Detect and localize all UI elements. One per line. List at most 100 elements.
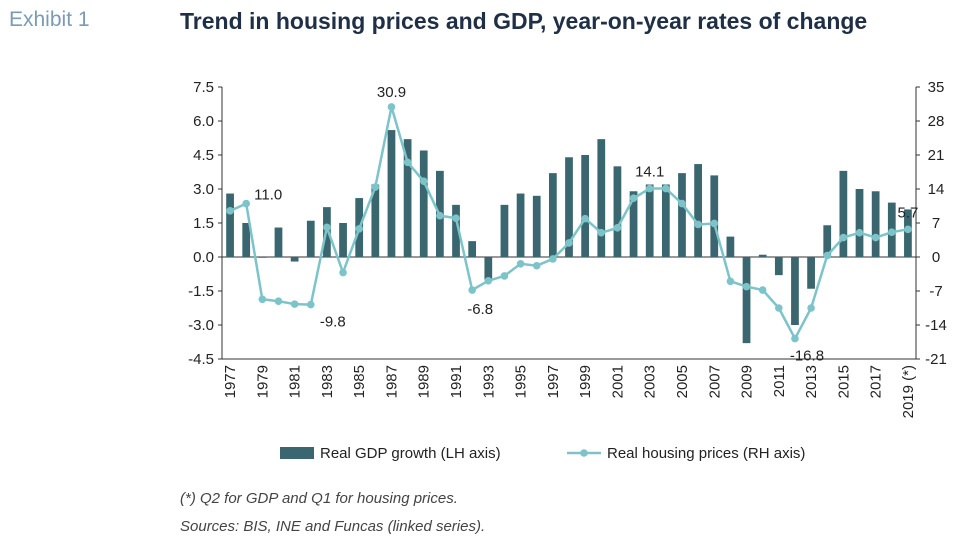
gdp-bar [742, 257, 751, 344]
gdp-bar [532, 195, 541, 257]
gdp-bar [710, 175, 719, 257]
x-tick-label: 1981 [287, 365, 304, 398]
gdp-bar [823, 225, 832, 257]
housing-price-point [532, 261, 541, 270]
combo-chart: 7.5 6.0 4.5 3.0 1.5 0.0 -1.5 -3.0 -4.5 35 28 21 14 7 0… [188, 79, 947, 462]
housing-price-point [758, 286, 767, 294]
data-label: 11.0 [254, 187, 282, 204]
left-tick-label: 3.0 [193, 181, 214, 198]
x-tick-label: 1985 [351, 365, 368, 398]
housing-price-point [775, 304, 783, 312]
gdp-bar [613, 166, 622, 257]
gdp-bar [791, 257, 799, 325]
housing-price-point [436, 211, 444, 220]
data-label: 5.7 [898, 204, 919, 221]
left-tick-label: 7.5 [193, 79, 214, 96]
right-tick-label: 35 [928, 79, 945, 96]
housing-price-point [823, 251, 832, 260]
gdp-bar [694, 164, 702, 257]
gdp-bar [452, 204, 460, 257]
right-tick-label: 21 [928, 147, 945, 164]
housing-price-point [306, 300, 315, 309]
x-tick-label: 2009 [739, 365, 756, 398]
housing-price-point [323, 223, 331, 232]
x-tick-label: 1999 [577, 365, 594, 398]
housing-price-point [242, 199, 251, 208]
x-tick-label: 2001 [609, 365, 626, 398]
left-tick-label: -3.0 [188, 317, 214, 334]
exhibit-label: Exhibit 1 [9, 8, 90, 31]
housing-price-point [855, 228, 864, 237]
housing-price-point [581, 214, 589, 223]
right-tick-label: 0 [932, 249, 940, 266]
left-tick-label: 0.0 [193, 249, 214, 266]
data-label: 30.9 [377, 84, 406, 101]
x-tick-label: 1993 [480, 365, 497, 398]
gdp-bar [904, 209, 912, 257]
x-tick-label: 2005 [674, 365, 691, 398]
right-tick-label: -14 [925, 317, 947, 334]
housing-price-point [807, 304, 815, 312]
data-label: -16.8 [790, 348, 824, 365]
gdp-bar [581, 155, 590, 257]
housing-price-point [500, 272, 509, 280]
housing-price-point [871, 233, 880, 242]
x-tick-label: 2015 [835, 365, 852, 398]
gdp-bar [371, 184, 380, 257]
housing-price-point [371, 183, 380, 191]
right-tick-label: -7 [929, 283, 942, 300]
left-tick-label: 4.5 [193, 147, 214, 164]
gdp-bar [661, 184, 670, 257]
housing-price-point [887, 228, 896, 237]
x-tick-label: 2007 [706, 365, 723, 398]
housing-price-point [678, 199, 686, 208]
housing-price-point [387, 103, 396, 111]
gdp-bar [839, 170, 848, 257]
housing-price-point [613, 224, 622, 232]
housing-price-point [694, 220, 702, 229]
gdp-bar [419, 150, 428, 257]
x-tick-label: 2013 [803, 365, 820, 398]
x-tick-label: 1987 [383, 365, 400, 398]
housing-price-point [565, 239, 573, 247]
housing-price-point [516, 260, 525, 268]
left-tick-label: 1.5 [193, 215, 214, 232]
gdp-bar [629, 191, 638, 257]
housing-price-point [258, 295, 267, 304]
housing-price-point [274, 297, 283, 306]
housing-price-point [904, 225, 912, 234]
housing-price-point [742, 282, 751, 291]
gdp-bar [871, 191, 880, 257]
housing-price-point [726, 277, 735, 286]
gdp-bar [597, 139, 606, 257]
legend-label-gdp: Real GDP growth (LH axis) [320, 445, 501, 462]
x-tick-label: 2003 [642, 365, 659, 398]
housing-price-point [452, 214, 460, 222]
housing-price-point [791, 334, 799, 343]
housing-price-point [645, 184, 654, 193]
right-tick-label: 14 [928, 181, 945, 198]
x-tick-label: 2019 (*) [900, 365, 917, 418]
gdp-bar [774, 257, 783, 276]
left-tick-label: -4.5 [188, 351, 214, 368]
right-tick-label: -21 [925, 351, 947, 368]
gdp-bar [242, 223, 251, 257]
x-tick-label: 1995 [513, 365, 530, 398]
housing-price-point [226, 207, 234, 215]
gdp-bar [500, 204, 509, 257]
x-tick-label: 1979 [254, 365, 271, 398]
gdp-bar [403, 139, 412, 257]
data-label: -9.8 [320, 314, 346, 331]
x-tick-label: 1983 [319, 365, 336, 398]
housing-price-point [403, 158, 412, 167]
x-tick-label: 1977 [222, 365, 239, 398]
gdp-bar [645, 184, 654, 257]
gdp-bar [565, 157, 573, 257]
gdp-bar [726, 236, 735, 257]
chart-title: Trend in housing prices and GDP, year-on… [180, 8, 868, 34]
data-label: 14.1 [635, 164, 664, 181]
left-tick-label: 6.0 [193, 113, 214, 130]
housing-price-point [290, 300, 299, 308]
legend-line-marker [580, 449, 588, 457]
gdp-bar [678, 173, 686, 257]
